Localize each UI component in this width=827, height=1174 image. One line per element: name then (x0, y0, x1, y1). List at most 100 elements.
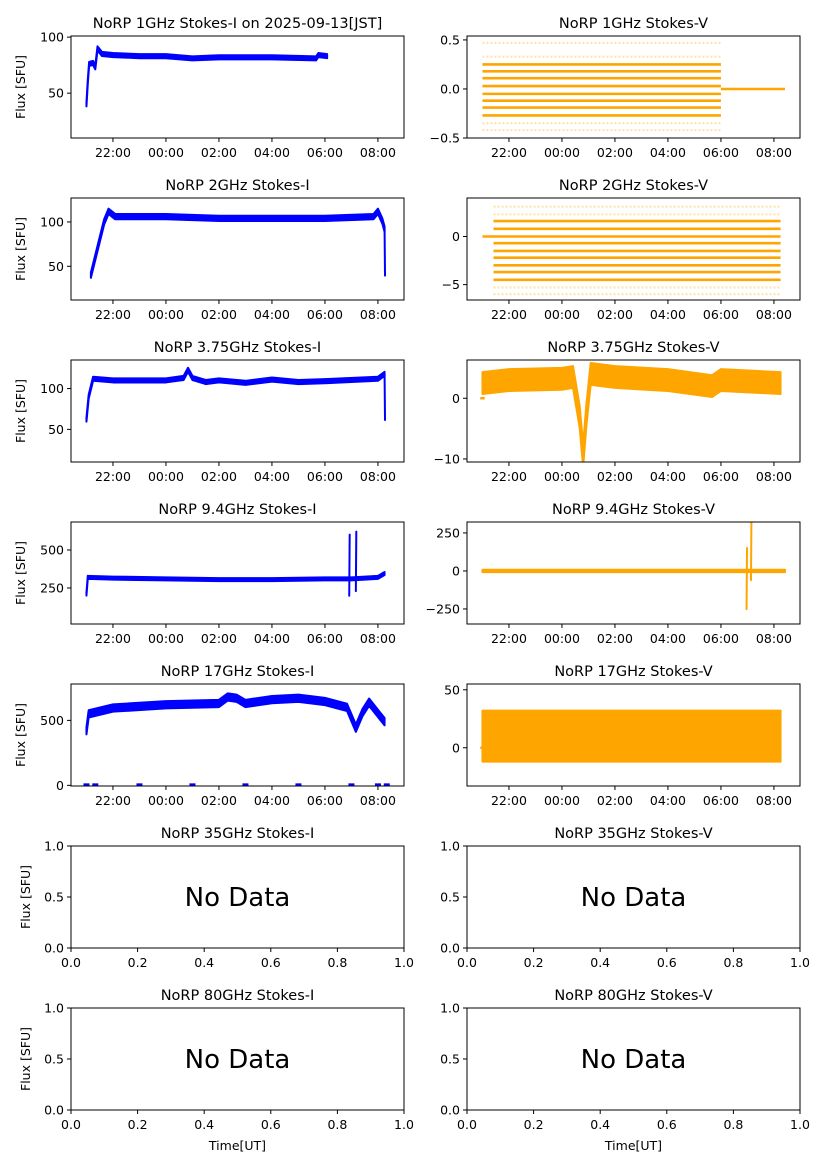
panel-title: NoRP 3.75GHz Stokes-V (547, 340, 719, 356)
x-tick-label: 02:00 (201, 469, 237, 484)
x-tick-label: 0.0 (457, 1117, 477, 1132)
y-tick-label: 0.5 (440, 1052, 460, 1067)
x-tick-label: 0.2 (128, 955, 148, 970)
y-tick-label: 50 (48, 422, 64, 437)
x-tick-label: 08:00 (360, 469, 396, 484)
x-tick-label: 00:00 (148, 145, 184, 160)
x-tick-label: 08:00 (756, 631, 792, 646)
x-tick-label: 04:00 (254, 631, 290, 646)
x-tick-label: 22:00 (491, 793, 527, 808)
plot-area (86, 46, 327, 106)
x-tick-label: 06:00 (307, 793, 343, 808)
data-series-band (86, 46, 327, 106)
x-tick-label: 0.8 (327, 955, 347, 970)
panel-title: NoRP 80GHz Stokes-V (554, 988, 712, 1004)
axes-frame (71, 522, 404, 624)
no-data-label: No Data (185, 1045, 291, 1075)
y-tick-label: 100 (40, 214, 64, 229)
data-series-band (91, 209, 385, 278)
y-axis-label: Flux [SFU] (13, 703, 28, 767)
x-tick-label: 06:00 (307, 631, 343, 646)
x-tick-label: 02:00 (597, 145, 633, 160)
panel-title: NoRP 1GHz Stokes-I on 2025-09-13[JST] (93, 16, 383, 32)
x-tick-label: 02:00 (201, 307, 237, 322)
x-tick-label: 22:00 (491, 631, 527, 646)
x-tick-label: 0.4 (590, 955, 610, 970)
y-tick-label: 0 (452, 740, 460, 755)
y-tick-label: 0 (452, 391, 460, 406)
x-tick-label: 02:00 (597, 469, 633, 484)
y-tick-label: 0.5 (440, 32, 460, 47)
x-tick-label: 08:00 (756, 469, 792, 484)
x-tick-label: 08:00 (360, 145, 396, 160)
data-series-band (482, 363, 780, 467)
panel-title: NoRP 80GHz Stokes-I (161, 988, 315, 1004)
x-tick-label: 04:00 (254, 145, 290, 160)
y-tick-label: 0 (452, 229, 460, 244)
x-tick-label: 02:00 (597, 631, 633, 646)
plot-area (91, 209, 385, 278)
data-series-band (482, 570, 785, 572)
x-tick-label: 22:00 (491, 469, 527, 484)
x-tick-label: 04:00 (254, 793, 290, 808)
x-tick-label: 0.2 (524, 1117, 544, 1132)
data-series-band (86, 693, 384, 734)
x-tick-label: 00:00 (148, 793, 184, 808)
y-tick-label: 1.0 (440, 1001, 460, 1016)
x-tick-label: 04:00 (254, 307, 290, 322)
x-tick-label: 06:00 (307, 469, 343, 484)
y-tick-label: 1.0 (44, 839, 64, 854)
x-tick-label: 00:00 (544, 469, 580, 484)
y-axis-label: Flux [SFU] (13, 541, 28, 605)
axes-frame (467, 198, 800, 300)
x-tick-label: 22:00 (95, 631, 131, 646)
panel-title: NoRP 17GHz Stokes-I (161, 664, 315, 680)
x-tick-label: 0.8 (327, 1117, 347, 1132)
y-tick-label: 100 (40, 381, 64, 396)
x-tick-label: 06:00 (307, 307, 343, 322)
x-tick-label: 0.0 (457, 955, 477, 970)
x-tick-label: 1.0 (394, 1117, 414, 1132)
y-tick-label: 250 (40, 580, 64, 595)
data-series-band (482, 711, 780, 762)
plot-area (482, 207, 780, 295)
x-tick-label: 00:00 (544, 145, 580, 160)
x-tick-label: 0.4 (194, 1117, 214, 1132)
x-tick-label: 04:00 (254, 469, 290, 484)
y-tick-label: 500 (40, 542, 64, 557)
x-tick-label: 02:00 (201, 631, 237, 646)
x-tick-label: 22:00 (95, 469, 131, 484)
y-axis-label: Flux [SFU] (13, 217, 28, 281)
axes-frame (71, 360, 404, 462)
y-axis-label: Flux [SFU] (18, 865, 33, 929)
y-tick-label: 0.0 (440, 1103, 460, 1118)
x-tick-label: 22:00 (491, 307, 527, 322)
y-tick-label: 0.5 (440, 890, 460, 905)
x-tick-label: 0.8 (723, 1117, 743, 1132)
panel-title: NoRP 2GHz Stokes-I (165, 178, 309, 194)
data-series-band (86, 572, 384, 596)
y-tick-label: 0.5 (44, 1052, 64, 1067)
plot-area (86, 532, 384, 596)
x-tick-label: 00:00 (148, 631, 184, 646)
x-tick-label: 04:00 (650, 793, 686, 808)
x-tick-label: 22:00 (95, 307, 131, 322)
panel-title: NoRP 17GHz Stokes-V (554, 664, 712, 680)
y-tick-label: 500 (40, 713, 64, 728)
x-tick-label: 08:00 (360, 631, 396, 646)
x-tick-label: 1.0 (790, 955, 810, 970)
x-tick-label: 0.6 (261, 955, 281, 970)
x-tick-label: 06:00 (703, 793, 739, 808)
y-tick-label: −0.5 (430, 131, 460, 146)
y-tick-label: 50 (48, 86, 64, 101)
